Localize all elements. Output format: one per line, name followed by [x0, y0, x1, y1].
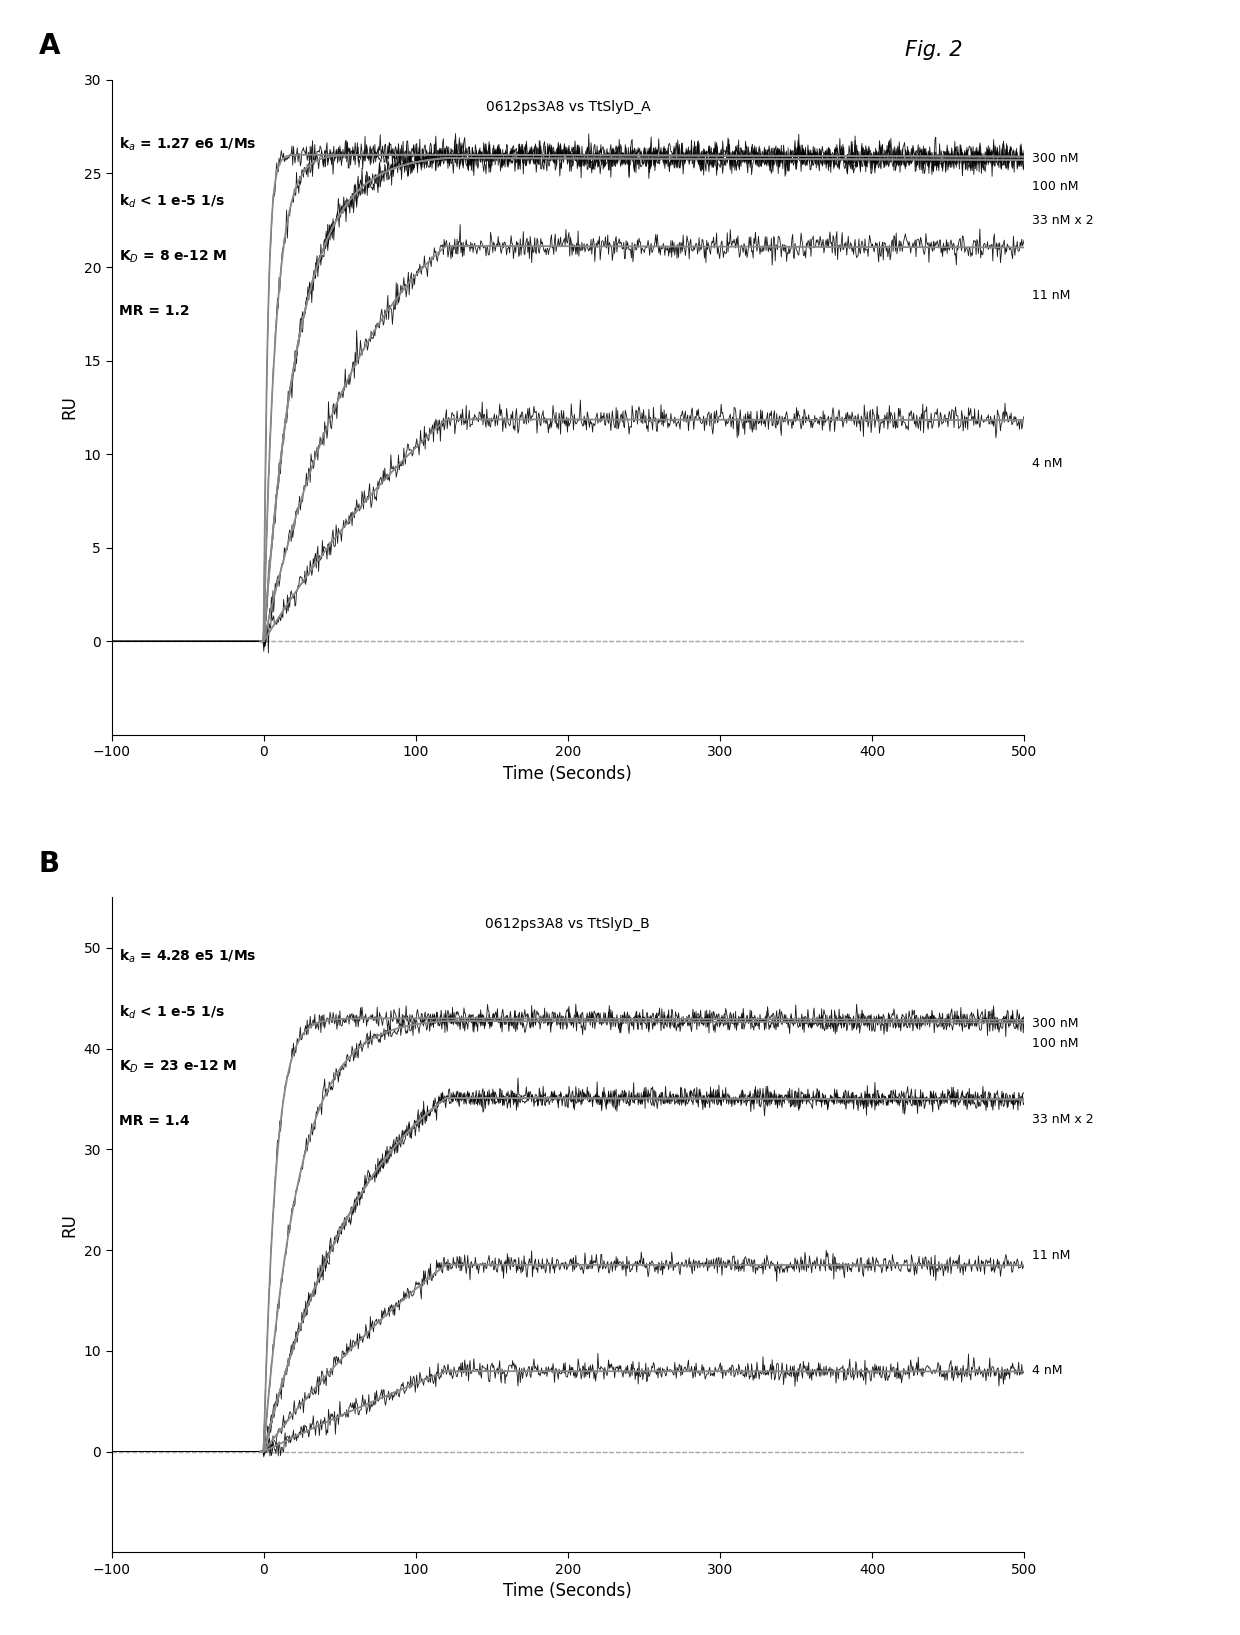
Text: k$_a$ = 1.27 e6 1/Ms: k$_a$ = 1.27 e6 1/Ms: [119, 136, 257, 154]
Text: MR = 1.2: MR = 1.2: [119, 304, 190, 319]
Y-axis label: RU: RU: [60, 1213, 78, 1236]
Text: B: B: [38, 850, 60, 878]
X-axis label: Time (Seconds): Time (Seconds): [503, 1583, 632, 1601]
Text: k$_d$ < 1 e-5 1/s: k$_d$ < 1 e-5 1/s: [119, 1004, 224, 1020]
Text: 100 nM: 100 nM: [1032, 1037, 1078, 1050]
Text: 11 nM: 11 nM: [1032, 1249, 1070, 1262]
Text: 300 nM: 300 nM: [1032, 1017, 1078, 1030]
Text: 300 nM: 300 nM: [1032, 152, 1078, 165]
Text: 0612ps3A8 vs TtSlyD_A: 0612ps3A8 vs TtSlyD_A: [486, 100, 650, 114]
Y-axis label: RU: RU: [60, 396, 78, 419]
Text: MR = 1.4: MR = 1.4: [119, 1113, 190, 1128]
Text: 11 nM: 11 nM: [1032, 288, 1070, 301]
Text: K$_D$ = 23 e-12 M: K$_D$ = 23 e-12 M: [119, 1058, 237, 1074]
Text: 4 nM: 4 nM: [1032, 1365, 1063, 1377]
Text: 100 nM: 100 nM: [1032, 180, 1078, 193]
Text: 33 nM x 2: 33 nM x 2: [1032, 214, 1094, 227]
Text: K$_D$ = 8 e-12 M: K$_D$ = 8 e-12 M: [119, 249, 228, 265]
Text: 33 nM x 2: 33 nM x 2: [1032, 1112, 1094, 1125]
X-axis label: Time (Seconds): Time (Seconds): [503, 765, 632, 783]
Text: k$_a$ = 4.28 e5 1/Ms: k$_a$ = 4.28 e5 1/Ms: [119, 948, 257, 965]
Text: 0612ps3A8 vs TtSlyD_B: 0612ps3A8 vs TtSlyD_B: [485, 917, 650, 932]
Text: A: A: [38, 33, 60, 60]
Text: 4 nM: 4 nM: [1032, 458, 1063, 469]
Text: Fig. 2: Fig. 2: [905, 41, 963, 60]
Text: k$_d$ < 1 e-5 1/s: k$_d$ < 1 e-5 1/s: [119, 193, 224, 209]
